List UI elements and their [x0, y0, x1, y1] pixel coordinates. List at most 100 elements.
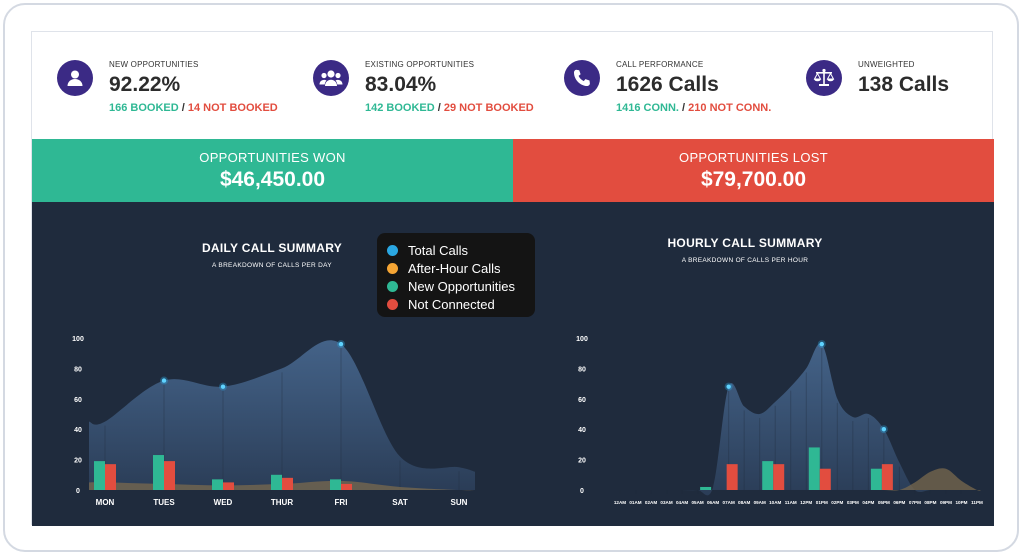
total-calls-marker	[819, 341, 824, 347]
stat-label: CALL PERFORMANCE	[616, 60, 704, 69]
legend-label: New Opportunities	[408, 278, 515, 294]
not-connected-bar	[164, 461, 175, 490]
stat-breakdown: 1416 CONN. / 210 NOT CONN.	[616, 102, 771, 114]
lost-amount: $79,700.00	[700, 168, 807, 191]
total-calls-marker	[726, 384, 731, 389]
not-connected-bar	[773, 464, 785, 490]
x-tick-label: FRI	[335, 498, 348, 507]
daily-chart-title: DAILY CALL SUMMARY	[201, 241, 343, 255]
opportunities-lost-banner[interactable]: OPPORTUNITIES LOST $79,700.00	[513, 139, 994, 202]
not-connected-bar	[726, 464, 738, 490]
y-tick-label: 60	[578, 397, 586, 404]
x-tick-label: 11AM	[785, 500, 797, 505]
y-tick-label: 80	[578, 366, 586, 373]
opportunities-won-banner[interactable]: OPPORTUNITIES WON $46,450.00	[32, 139, 513, 202]
x-tick-label: 11PM	[971, 500, 983, 505]
new-opportunities-bar	[870, 468, 882, 490]
total-calls-area	[89, 340, 475, 490]
chart-legend: Total Calls After-Hour Calls New Opportu…	[377, 233, 535, 317]
stat-value: 83.04%	[365, 73, 437, 96]
charts-panel: DAILY CALL SUMMARY A BREAKDOWN OF CALLS …	[32, 202, 994, 526]
not-connected-bar	[341, 483, 352, 490]
x-tick-label: 12AM	[614, 500, 626, 505]
daily-chart-subtitle: A BREAKDOWN OF CALLS PER DAY	[212, 262, 332, 269]
user-icon	[57, 60, 93, 96]
x-tick-label: 12PM	[800, 500, 812, 505]
legend-swatch	[387, 298, 398, 310]
y-tick-label: 20	[74, 458, 82, 465]
stat-label: EXISTING OPPORTUNITIES	[365, 60, 475, 69]
y-tick-label: 80	[74, 366, 82, 373]
new-opportunities-bar	[700, 486, 712, 490]
separator: /	[678, 102, 689, 114]
new-opportunities-bar	[212, 479, 223, 490]
x-tick-label: 05AM	[691, 500, 703, 505]
legend-swatch	[387, 262, 398, 274]
new-opportunities-bar	[808, 447, 820, 490]
y-tick-label: 100	[72, 336, 84, 343]
legend-item-total-calls[interactable]: Total Calls	[387, 241, 535, 259]
new-opportunities-bar	[153, 455, 164, 490]
won-amount: $46,450.00	[219, 168, 326, 191]
stat-value: 92.22%	[109, 73, 181, 96]
x-tick-label: 02PM	[831, 500, 843, 505]
y-tick-label: 40	[74, 427, 82, 434]
not-connected-bar	[223, 482, 234, 490]
total-calls-marker	[881, 427, 887, 432]
not-connected-bar	[819, 468, 831, 490]
x-tick-label: 02AM	[645, 500, 657, 505]
legend-label: After-Hour Calls	[408, 260, 501, 276]
not-connected-count: 210 NOT CONN.	[688, 102, 772, 114]
stat-breakdown: 166 BOOKED / 14 NOT BOOKED	[109, 102, 278, 114]
y-tick-label: 0	[580, 488, 584, 495]
new-opportunities-bar	[330, 479, 341, 490]
legend-swatch	[387, 280, 398, 292]
not-connected-bar	[282, 477, 293, 490]
not-connected-bar	[105, 464, 116, 490]
daily-call-chart[interactable]: 0 20 40 60 80 100 MON TUES WED THUR FRI SAT SUN	[32, 202, 502, 526]
scale-icon	[806, 60, 842, 96]
after-hour-calls-area	[616, 468, 981, 491]
legend-label: Not Connected	[408, 296, 495, 312]
x-tick-label: 01AM	[629, 500, 641, 505]
x-tick-label: SAT	[392, 498, 408, 507]
x-tick-label: 06AM	[707, 500, 719, 505]
total-calls-marker	[161, 378, 167, 383]
hourly-chart-subtitle: A BREAKDOWN OF CALLS PER HOUR	[681, 257, 809, 264]
x-tick-label: TUES	[153, 498, 175, 507]
new-opportunities-bar	[762, 461, 774, 490]
stat-label: UNWEIGHTED	[858, 60, 915, 69]
new-opportunities-bar	[271, 474, 282, 490]
x-tick-label: 09AM	[754, 500, 766, 505]
separator: /	[434, 102, 444, 114]
won-title: OPPORTUNITIES WON	[199, 150, 346, 165]
not-connected-bar	[881, 464, 893, 490]
x-tick-label: 03AM	[660, 500, 672, 505]
users-group-icon	[313, 60, 349, 96]
y-tick-label: 60	[74, 397, 82, 404]
x-tick-label: 09PM	[940, 500, 952, 505]
y-tick-label: 0	[76, 488, 80, 495]
legend-swatch	[387, 244, 398, 256]
legend-item-after-hour-calls[interactable]: After-Hour Calls	[387, 259, 535, 277]
booked-count: 166 BOOKED	[109, 102, 179, 114]
stat-label: NEW OPPORTUNITIES	[109, 60, 199, 69]
x-tick-label: 07PM	[909, 500, 921, 505]
hourly-chart-title: HOURLY CALL SUMMARY	[667, 236, 823, 250]
x-tick-label: 07AM	[723, 500, 735, 505]
x-tick-label: MON	[96, 498, 115, 507]
hourly-call-chart[interactable]: 0 20 40 60 80 100 12AM 01AM 02AM 03AM 04AM 05AM 06AM…	[502, 202, 994, 526]
new-opportunities-bar	[94, 461, 105, 490]
booked-count: 142 BOOKED	[365, 102, 435, 114]
legend-item-new-opportunities[interactable]: New Opportunities	[387, 277, 535, 295]
x-tick-label: 08PM	[924, 500, 936, 505]
x-tick-label: 08AM	[738, 500, 750, 505]
x-tick-label: 10AM	[769, 500, 781, 505]
not-booked-count: 14 NOT BOOKED	[187, 102, 278, 114]
y-tick-label: 100	[576, 336, 588, 343]
x-tick-label: 05PM	[878, 500, 890, 505]
legend-item-not-connected[interactable]: Not Connected	[387, 295, 535, 313]
x-tick-label: 03PM	[847, 500, 859, 505]
x-tick-label: WED	[214, 498, 233, 507]
y-tick-label: 20	[578, 458, 586, 465]
